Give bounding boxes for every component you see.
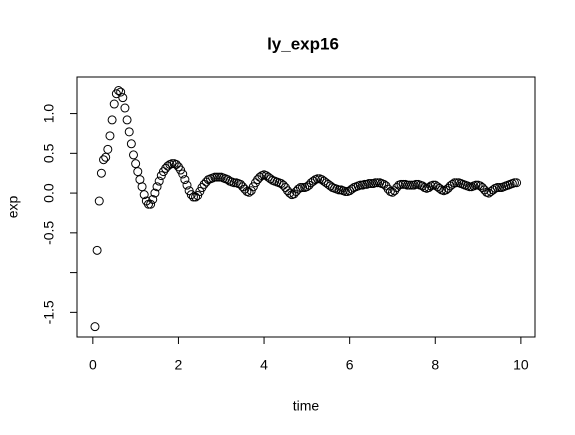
point bbox=[364, 179, 374, 189]
y-tick-label: -0.5 bbox=[41, 221, 57, 245]
point bbox=[180, 175, 190, 185]
point bbox=[101, 152, 111, 162]
chart-title: ly_exp16 bbox=[267, 34, 339, 53]
point bbox=[255, 172, 265, 182]
point bbox=[150, 188, 160, 198]
point bbox=[171, 159, 181, 169]
point bbox=[435, 183, 445, 193]
point bbox=[465, 182, 475, 192]
point bbox=[92, 245, 102, 255]
point bbox=[188, 192, 198, 202]
point bbox=[154, 176, 164, 186]
point bbox=[139, 190, 149, 200]
point bbox=[298, 183, 308, 193]
point bbox=[210, 172, 220, 182]
point bbox=[293, 184, 303, 194]
point bbox=[146, 199, 156, 209]
point bbox=[452, 178, 462, 188]
y-axis-label: exp bbox=[5, 196, 21, 219]
point bbox=[285, 188, 295, 198]
point bbox=[424, 183, 434, 193]
point bbox=[116, 87, 126, 97]
point bbox=[126, 139, 136, 149]
point bbox=[278, 180, 288, 190]
y-tick-label: 0.0 bbox=[41, 183, 57, 203]
point bbox=[308, 176, 318, 186]
point bbox=[148, 194, 158, 204]
point bbox=[99, 155, 109, 165]
x-tick-label: 4 bbox=[260, 357, 268, 373]
point bbox=[137, 182, 147, 192]
x-axis-label: time bbox=[293, 398, 320, 414]
point bbox=[407, 180, 417, 190]
point bbox=[103, 144, 113, 154]
point bbox=[366, 179, 376, 189]
point bbox=[90, 322, 100, 332]
x-tick-label: 0 bbox=[89, 357, 97, 373]
point bbox=[334, 185, 344, 195]
point bbox=[124, 127, 134, 137]
point bbox=[295, 183, 305, 193]
point bbox=[370, 178, 380, 188]
point bbox=[163, 161, 173, 171]
point bbox=[471, 180, 481, 190]
point bbox=[512, 178, 522, 188]
point bbox=[509, 178, 519, 188]
point bbox=[488, 185, 498, 195]
point bbox=[191, 192, 201, 202]
point bbox=[122, 115, 132, 125]
point bbox=[152, 182, 162, 192]
point bbox=[494, 183, 504, 193]
y-tick-label: 0.5 bbox=[41, 143, 57, 163]
point bbox=[229, 178, 239, 188]
point bbox=[120, 103, 130, 113]
point bbox=[214, 172, 224, 182]
point bbox=[114, 86, 124, 96]
point bbox=[133, 167, 143, 177]
point bbox=[372, 178, 382, 188]
point bbox=[96, 168, 106, 178]
point bbox=[405, 180, 415, 190]
point bbox=[492, 183, 502, 193]
y-tick-label: -1.5 bbox=[41, 300, 57, 324]
point bbox=[182, 180, 192, 190]
x-tick-label: 6 bbox=[346, 357, 354, 373]
point bbox=[94, 196, 104, 206]
point bbox=[244, 187, 254, 197]
point bbox=[417, 181, 427, 191]
point bbox=[186, 190, 196, 200]
point bbox=[313, 174, 323, 184]
x-tick-label: 2 bbox=[175, 357, 183, 373]
point bbox=[212, 172, 222, 182]
point bbox=[360, 179, 370, 189]
point bbox=[109, 99, 119, 109]
y-tick-label: 1.0 bbox=[41, 104, 57, 124]
point bbox=[107, 115, 117, 125]
point bbox=[398, 179, 408, 189]
point bbox=[450, 178, 460, 188]
point bbox=[178, 169, 188, 179]
x-tick-label: 10 bbox=[513, 357, 529, 373]
point bbox=[340, 186, 350, 196]
point bbox=[411, 179, 421, 189]
point bbox=[118, 93, 128, 103]
point bbox=[105, 131, 115, 141]
point bbox=[396, 179, 406, 189]
point bbox=[129, 150, 139, 160]
point bbox=[355, 180, 365, 190]
point bbox=[447, 179, 457, 189]
plot-box bbox=[76, 76, 536, 338]
point bbox=[402, 180, 412, 190]
point bbox=[131, 159, 141, 169]
x-tick-label: 8 bbox=[431, 357, 439, 373]
